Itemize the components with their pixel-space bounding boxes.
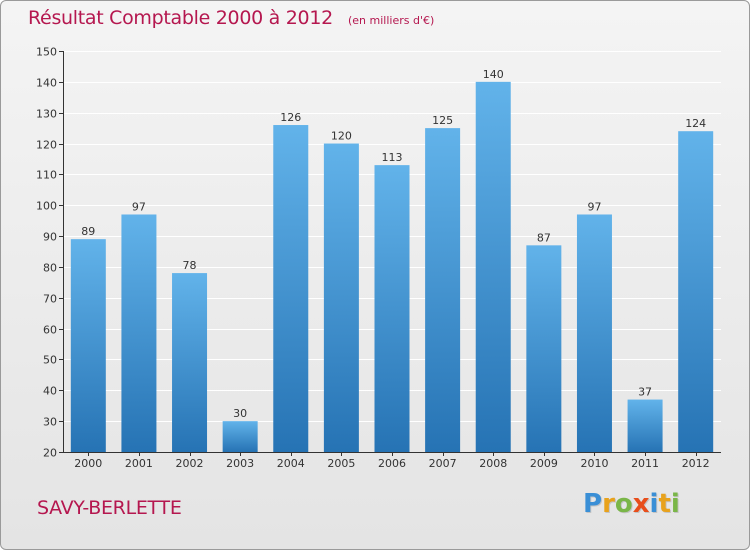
x-tick-label: 2009: [530, 457, 558, 470]
y-tick-label: 80: [43, 262, 57, 275]
bar: [678, 131, 714, 452]
bar: [425, 128, 461, 452]
bar: [374, 165, 410, 452]
data-label: 125: [432, 114, 453, 127]
y-tick-label: 30: [43, 416, 57, 429]
y-tick-label: 70: [43, 293, 57, 306]
logo-letter: i: [670, 489, 680, 519]
bar: [475, 81, 511, 452]
x-tick-label: 2012: [682, 457, 710, 470]
data-label: 97: [132, 200, 146, 213]
y-tick-label: 100: [36, 200, 57, 213]
bar: [222, 421, 258, 452]
x-tick-label: 2011: [631, 457, 659, 470]
data-label: 89: [81, 225, 95, 238]
x-tick-label: 2010: [580, 457, 608, 470]
y-tick-label: 20: [43, 447, 57, 460]
data-label: 97: [587, 200, 601, 213]
logo-letter: P: [583, 489, 603, 519]
title-row: Résultat Comptable 2000 à 2012 (en milli…: [28, 7, 434, 29]
x-tick-label: 2002: [176, 457, 204, 470]
x-tick-label: 2001: [125, 457, 153, 470]
x-tick-label: 2007: [429, 457, 457, 470]
bar: [172, 273, 208, 452]
logo-letter: t: [658, 489, 671, 519]
data-label: 124: [685, 117, 706, 130]
y-tick-label: 110: [36, 169, 57, 182]
y-tick-label: 120: [36, 139, 57, 152]
data-label: 87: [537, 231, 551, 244]
x-tick-label: 2008: [479, 457, 507, 470]
data-label: 120: [331, 130, 352, 143]
bar: [121, 214, 157, 452]
x-tick-label: 2000: [74, 457, 102, 470]
y-tick-label: 150: [36, 46, 57, 59]
data-label: 113: [382, 151, 403, 164]
data-label: 30: [233, 407, 247, 420]
x-tick-label: 2005: [327, 457, 355, 470]
proxiti-logo: Proxiti: [583, 489, 680, 519]
data-label: 37: [638, 386, 652, 399]
logo-letter: r: [602, 489, 615, 519]
bar: [70, 239, 106, 452]
data-label: 78: [183, 259, 197, 272]
y-tick-label: 40: [43, 385, 57, 398]
logo-letter: i: [649, 489, 659, 519]
x-tick-label: 2004: [277, 457, 305, 470]
chart-title: Résultat Comptable 2000 à 2012: [28, 7, 333, 29]
y-tick-label: 130: [36, 108, 57, 121]
bar: [627, 399, 663, 452]
commune-name: SAVY-BERLETTE: [37, 497, 182, 519]
bar: [273, 125, 309, 453]
bar: [526, 245, 562, 452]
chart-subtitle: (en milliers d'€): [347, 14, 435, 27]
logo-letter: x: [632, 489, 650, 519]
data-label: 126: [280, 111, 301, 124]
logo-letter: o: [614, 489, 633, 519]
x-tick-label: 2006: [378, 457, 406, 470]
y-tick-label: 50: [43, 354, 57, 367]
data-label: 140: [483, 68, 504, 81]
y-tick-label: 140: [36, 77, 57, 90]
bar: [576, 214, 612, 452]
y-tick-label: 60: [43, 324, 57, 337]
x-tick-label: 2003: [226, 457, 254, 470]
y-tick-label: 90: [43, 231, 57, 244]
bar: [323, 143, 359, 453]
